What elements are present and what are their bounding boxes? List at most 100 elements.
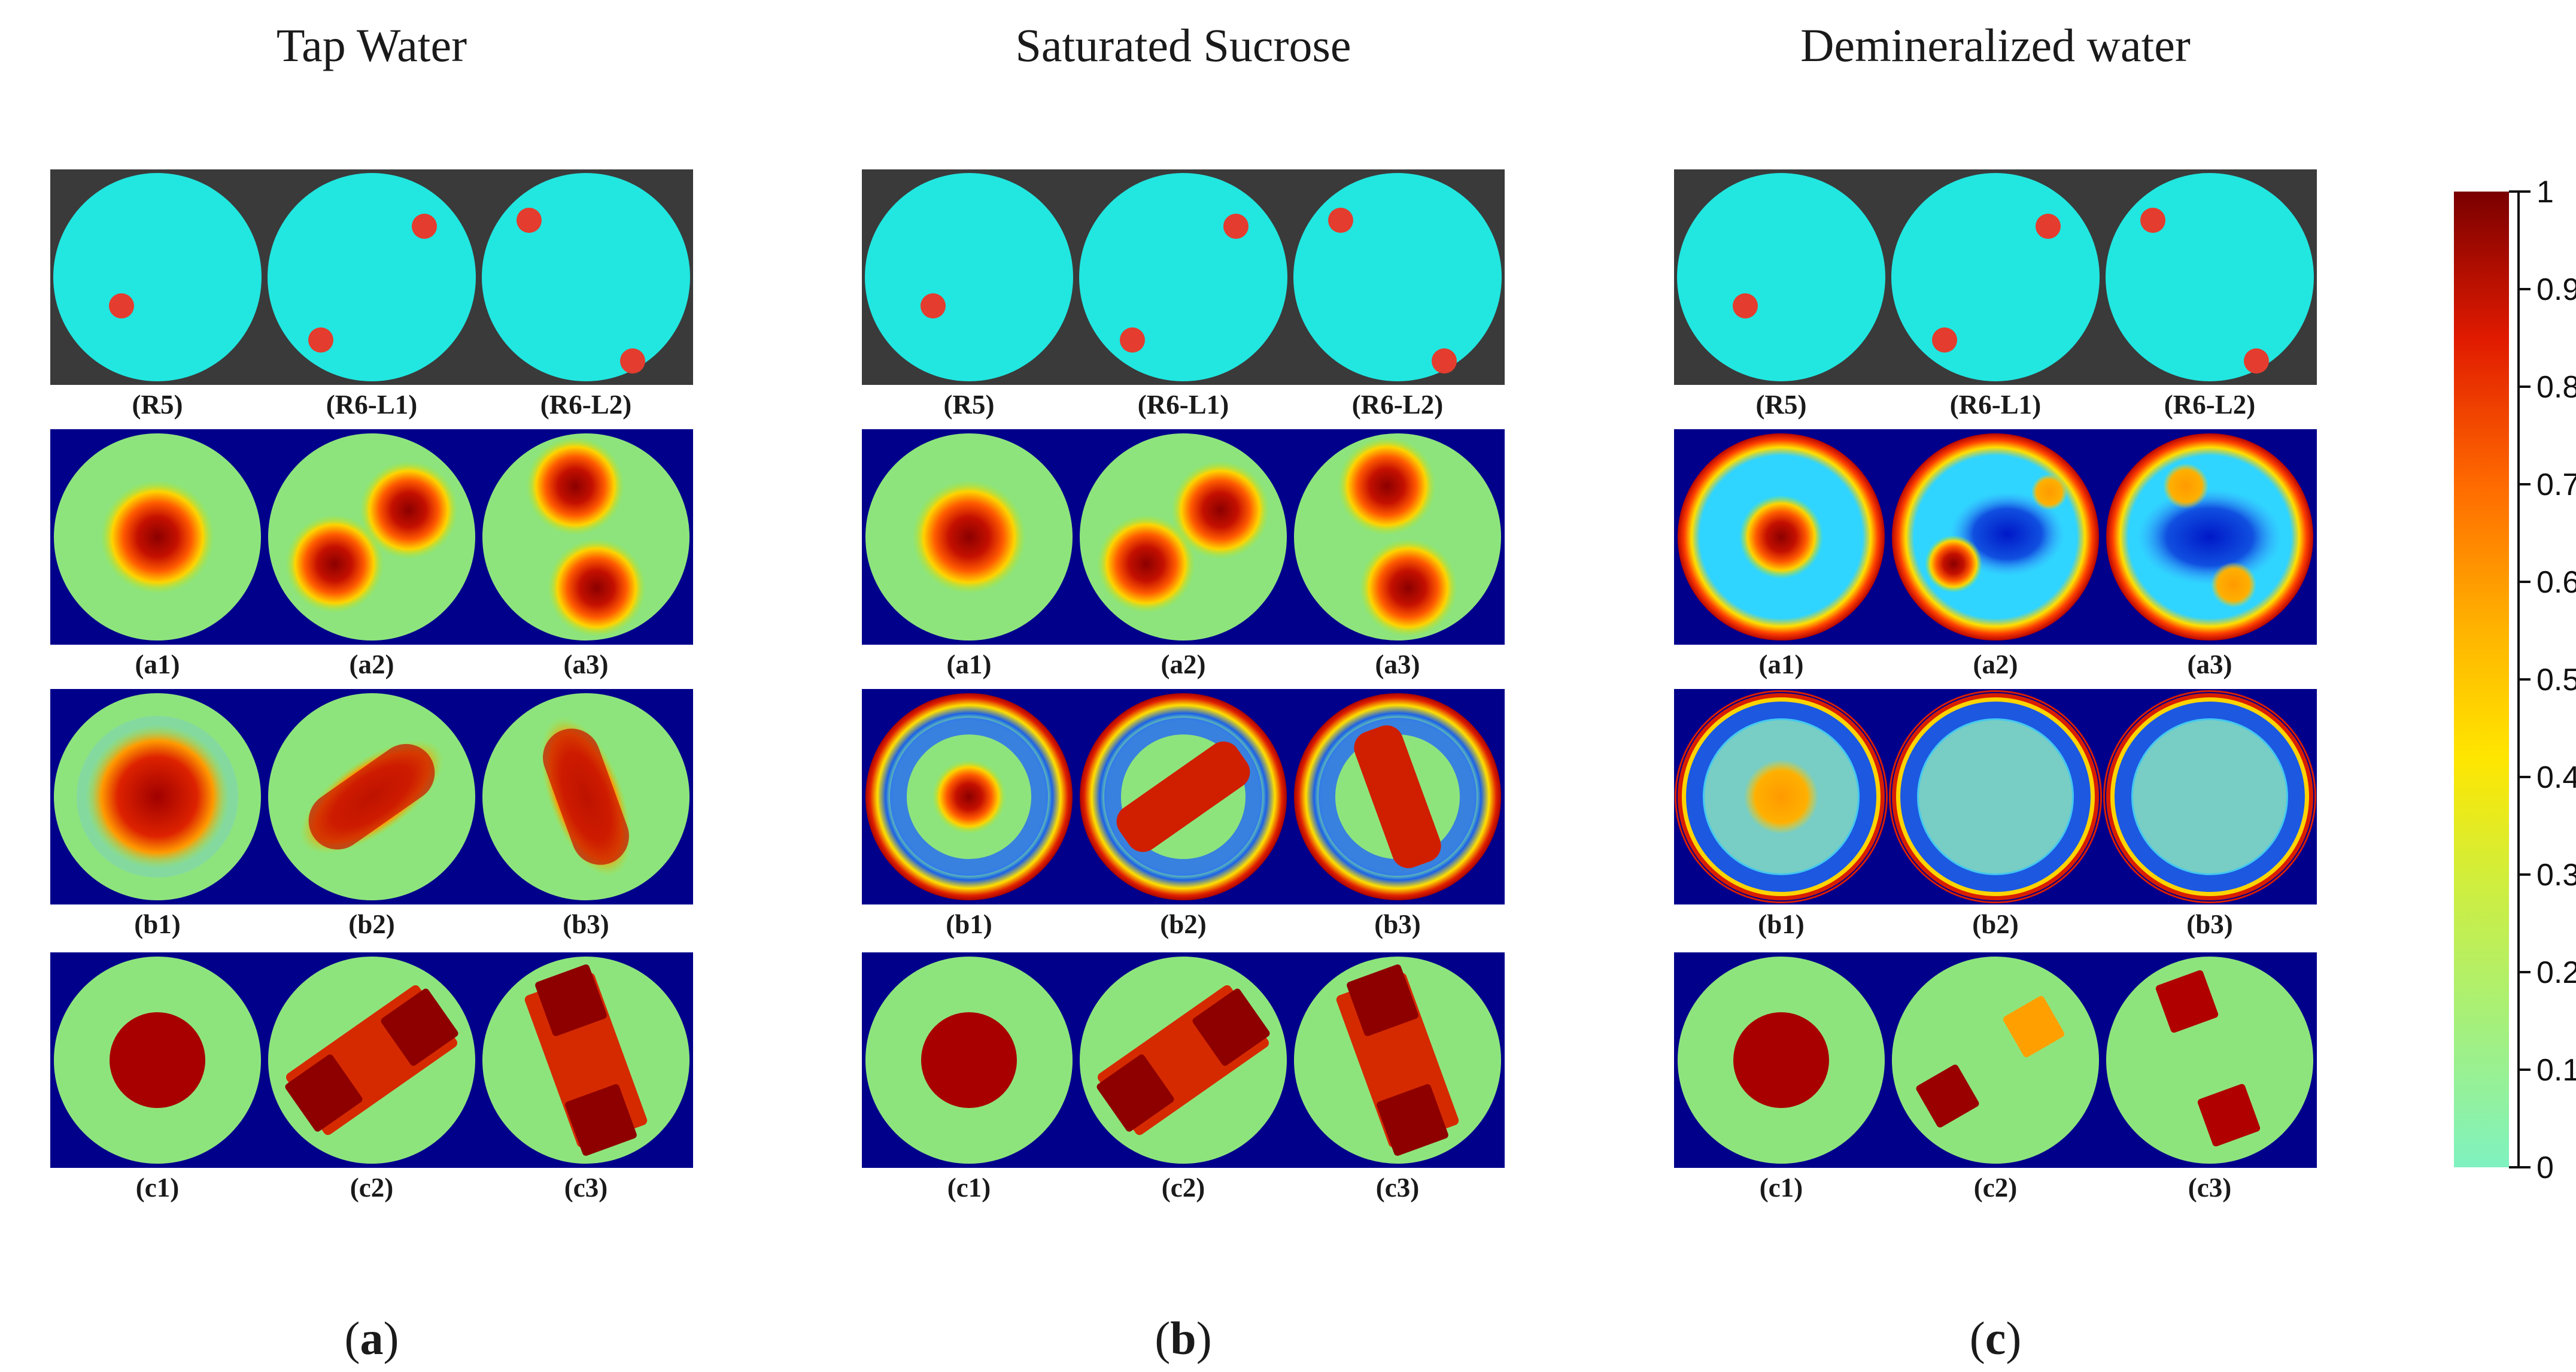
row-recon-1: (a1) (a2) (a3) — [862, 429, 1505, 679]
cell-a3: (a3) — [2105, 432, 2314, 679]
inclusion-blob — [1171, 461, 1269, 559]
cell-caption: (R6-L1) — [1138, 390, 1229, 420]
yellow-ring — [1893, 694, 2098, 899]
panel-paren-open: ( — [1155, 1312, 1170, 1364]
cell-a1: (a1) — [864, 432, 1074, 679]
cell-b3: (b3) — [481, 692, 691, 939]
cell-a3: (a3) — [1293, 432, 1502, 679]
row-recon-1: (a1) (a2) (a3) — [1674, 429, 2317, 679]
row-recon-3: (c1) (c2) (c3) — [1674, 952, 2317, 1203]
colorbar-tick-label: 0.8 — [2536, 370, 2576, 405]
recon-disc — [2106, 956, 2314, 1164]
disc-outline — [53, 955, 262, 1165]
row-recon-3: (c1) (c2) (c3) — [50, 952, 693, 1203]
colorbar-tick-label: 0.4 — [2536, 760, 2576, 795]
cell-c3: (c3) — [2105, 955, 2314, 1203]
disc-outline — [53, 432, 262, 642]
row-reference: (R5) (R6-L1) (R6-L2) — [50, 169, 693, 420]
inclusion-end — [1347, 964, 1418, 1036]
inclusion-blob — [1338, 437, 1436, 535]
inner-ring — [1104, 718, 1262, 876]
group-sucrose: Saturated Sucrose(R5) (R6-L1) (R6-L2)(a1)(… — [862, 19, 1505, 1364]
inclusion-blob-weak — [2031, 474, 2067, 510]
phantom-disc — [53, 173, 262, 381]
cell-caption: (c2) — [1974, 1173, 2017, 1203]
colorbar-tick-label: 0.1 — [2536, 1053, 2576, 1088]
inclusion-blob — [110, 1012, 205, 1108]
cell-b1: (b1) — [1675, 690, 1888, 939]
phantom-disc — [865, 173, 1073, 381]
cell-c2: (c2) — [267, 955, 476, 1203]
inclusion-end — [1192, 988, 1270, 1066]
cell-a2: (a2) — [1891, 432, 2100, 679]
row-recon-3: (c1) (c2) (c3) — [862, 952, 1505, 1203]
cell-caption: (a3) — [1375, 649, 1420, 679]
disc-outline — [1676, 692, 1886, 901]
inclusion-blob — [1739, 495, 1823, 579]
inclusion-end — [1377, 1084, 1448, 1156]
cell-b2: (b2) — [1079, 692, 1288, 939]
row-reference: (R5) (R6-L1) (R6-L2) — [1674, 169, 2317, 420]
colorbar-tick-label: 0.6 — [2536, 565, 2576, 600]
inclusion-dot — [1223, 214, 1248, 239]
cell-caption: (a1) — [1759, 649, 1804, 679]
disc-outline — [1293, 955, 1502, 1165]
inclusion-blob — [548, 539, 646, 637]
disc-outline — [864, 432, 1074, 642]
cell-caption: (c2) — [350, 1173, 393, 1203]
inclusion-end — [285, 1054, 363, 1132]
panel-paren-close: ) — [2006, 1312, 2021, 1364]
inclusion-blob — [526, 437, 624, 535]
colorbar-tick-label: 0.7 — [2536, 468, 2576, 502]
panel-paren-close: ) — [384, 1312, 399, 1364]
phantom-disc — [1891, 173, 2100, 381]
phantom-disc — [482, 173, 690, 381]
inclusion-bar — [1354, 725, 1441, 869]
cell-caption: (a3) — [2188, 649, 2232, 679]
cell-caption: (a2) — [350, 649, 394, 679]
recon-disc — [1891, 956, 2100, 1164]
disc-outline — [267, 692, 476, 901]
phantom-disc — [1293, 173, 1502, 381]
inclusion-dot — [308, 327, 333, 353]
colorbar-tick-label: 0.2 — [2536, 955, 2576, 990]
cell-caption: (R6-L1) — [1950, 390, 2041, 420]
panel-letter: c — [1985, 1312, 2006, 1364]
inclusion-blob — [285, 515, 384, 613]
inclusion-end — [565, 1084, 637, 1156]
cell-caption: (b2) — [348, 909, 395, 939]
phantom-disc — [1677, 173, 1885, 381]
inclusion-blob — [1733, 1012, 1829, 1108]
cell-a1: (a1) — [1676, 432, 1886, 679]
inner-ring — [1686, 702, 1876, 892]
inner-area — [1919, 720, 2072, 873]
yellow-ring — [1679, 694, 1884, 899]
cell-a3: (a3) — [481, 432, 691, 679]
row-recon-1: (a1) (a2) (a3) — [50, 429, 693, 679]
cell-a1: (a1) — [53, 432, 262, 679]
cell-caption: (b2) — [1972, 909, 2019, 939]
panel-letter: b — [1170, 1312, 1196, 1364]
cell-c1: (c1) — [1676, 955, 1886, 1203]
disc-outline — [481, 432, 691, 642]
cell-caption: (b1) — [134, 909, 181, 939]
inclusion-blob-weak — [2163, 463, 2209, 509]
panel-label: (b) — [1155, 1312, 1211, 1364]
disc-outline — [1891, 432, 2100, 642]
inclusion-blob — [360, 461, 458, 559]
inclusion-end — [1096, 1054, 1174, 1132]
disc-outline — [1079, 955, 1288, 1165]
disc-outline — [267, 432, 476, 642]
inclusion-dot — [412, 214, 437, 239]
inclusion-square — [2155, 970, 2219, 1033]
phantom-disc — [268, 173, 476, 381]
inclusion-core — [543, 729, 629, 865]
cell-caption: (b3) — [2186, 909, 2233, 939]
disc-outline — [2105, 692, 2314, 901]
disc-outline — [1676, 955, 1886, 1165]
colorbar-tick-label: 0.5 — [2536, 663, 2576, 697]
phantom-disc — [1079, 173, 1287, 381]
inclusion-dot — [921, 293, 946, 318]
disc-outline — [1079, 692, 1288, 901]
cell-a2: (a2) — [267, 432, 476, 679]
